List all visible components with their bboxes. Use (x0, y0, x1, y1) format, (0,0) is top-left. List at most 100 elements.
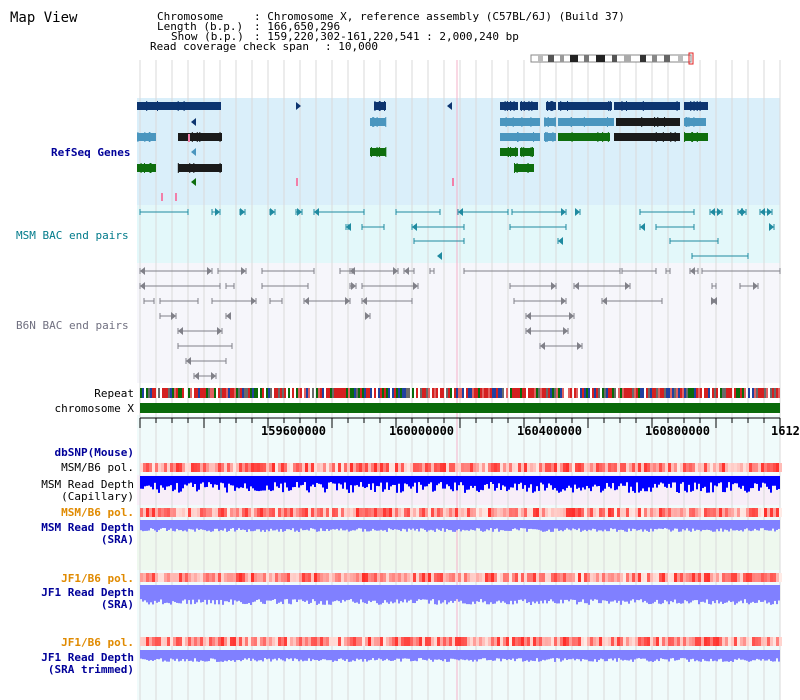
depth-bar (764, 520, 766, 531)
pol-cell (161, 463, 164, 472)
pol-cell (146, 508, 149, 517)
depth-bar (778, 476, 780, 489)
depth-bar (358, 585, 360, 604)
repeat-mark (400, 388, 402, 398)
msm-read-depth-sra-label[interactable]: MSM Read Depth (41, 521, 134, 534)
jf1-b6-pol-label-1[interactable]: JF1/B6 pol. (61, 572, 134, 585)
pol-cell (500, 508, 503, 517)
repeat-mark (292, 388, 294, 398)
repeat-mark (774, 388, 776, 398)
pol-cell (554, 463, 557, 472)
depth-bar (328, 520, 330, 531)
depth-bar (504, 650, 506, 659)
jf1-b6-pol-label-2[interactable]: JF1/B6 pol. (61, 636, 134, 649)
pol-cell (704, 573, 707, 582)
repeat-mark (574, 388, 576, 398)
refseq-genes-label[interactable]: RefSeq Genes (51, 146, 131, 159)
pol-cell (737, 573, 740, 582)
depth-bar (530, 476, 532, 485)
depth-bar (634, 650, 636, 660)
repeat-mark (756, 388, 758, 398)
pol-cell (473, 508, 476, 517)
pol-cell (329, 508, 332, 517)
pol-cell (266, 573, 269, 582)
msm-read-depth-capillary-label[interactable]: MSM Read Depth (41, 478, 134, 491)
pol-cell (380, 463, 383, 472)
chromosome-ideogram[interactable] (530, 52, 694, 65)
gene-arrow (404, 267, 409, 275)
gene-arrow (514, 164, 519, 172)
depth-bar (342, 520, 344, 531)
pol-cell (479, 508, 482, 517)
b6n-bac-track[interactable] (139, 267, 781, 380)
gene-arrow (226, 312, 231, 320)
b6n-bac-label[interactable]: B6N BAC end pairs (16, 319, 129, 332)
depth-bar (506, 520, 508, 531)
depth-bar (196, 520, 198, 529)
depth-bar (242, 650, 244, 660)
pol-cell (611, 463, 614, 472)
pol-cell (368, 573, 371, 582)
msm-bac-track[interactable] (139, 208, 775, 260)
depth-bar (740, 585, 742, 601)
pol-cell (563, 573, 566, 582)
depth-bar (766, 585, 768, 604)
depth-bar (488, 476, 490, 489)
depth-bar (188, 476, 190, 484)
msm-b6-pol-label-1[interactable]: MSM/B6 pol. (61, 461, 134, 474)
depth-bar (770, 650, 772, 661)
pol-cell (374, 573, 377, 582)
pol-cell (377, 463, 380, 472)
ruler-tick-label: 1612 (771, 424, 800, 438)
depth-bar (386, 476, 388, 483)
depth-bar (534, 520, 536, 530)
ideogram-band (678, 55, 683, 62)
pol-cell (302, 508, 305, 517)
pol-cell (425, 508, 428, 517)
pol-cell (695, 463, 698, 472)
depth-bar (702, 585, 704, 602)
pol-cell (461, 637, 464, 646)
repeat-mark (308, 388, 310, 398)
repeat-mark (428, 388, 430, 398)
pol-cell (641, 508, 644, 517)
depth-bar (720, 650, 722, 659)
repeat-mark (520, 388, 522, 398)
pol-cell (545, 573, 548, 582)
depth-bar (202, 650, 204, 661)
depth-bar (510, 520, 512, 531)
pol-cell (584, 463, 587, 472)
pol-cell (731, 573, 734, 582)
depth-bar (750, 650, 752, 662)
pol-cell (449, 463, 452, 472)
depth-bar (444, 650, 446, 660)
jf1-read-depth-sra-label[interactable]: JF1 Read Depth (41, 586, 134, 599)
depth-bar (140, 520, 142, 531)
pol-cell (332, 508, 335, 517)
depth-bar (170, 650, 172, 659)
msm-bac-label[interactable]: MSM BAC end pairs (16, 229, 129, 242)
depth-bar (350, 585, 352, 600)
pol-cell (149, 637, 152, 646)
pol-cell (590, 637, 593, 646)
dbsnp-label[interactable]: dbSNP(Mouse) (54, 446, 134, 459)
depth-bar (408, 476, 410, 487)
pol-cell (590, 508, 593, 517)
pol-cell (158, 508, 161, 517)
repeat-mark (486, 388, 488, 398)
depth-bar (726, 520, 728, 531)
pol-cell (332, 573, 335, 582)
depth-bar (182, 650, 184, 660)
pol-cell (563, 463, 566, 472)
pol-cell (587, 463, 590, 472)
depth-bar (730, 476, 732, 491)
repeat-mark (728, 388, 730, 398)
depth-bar (424, 476, 426, 487)
jf1-read-depth-trimmed-label[interactable]: JF1 Read Depth (41, 651, 134, 664)
depth-bar (418, 650, 420, 659)
msm-b6-pol-label-2[interactable]: MSM/B6 pol. (61, 506, 134, 519)
pol-cell (263, 573, 266, 582)
refseq-genes-track[interactable] (137, 101, 708, 201)
depth-bar (234, 520, 236, 532)
repeat-mark (484, 388, 486, 398)
